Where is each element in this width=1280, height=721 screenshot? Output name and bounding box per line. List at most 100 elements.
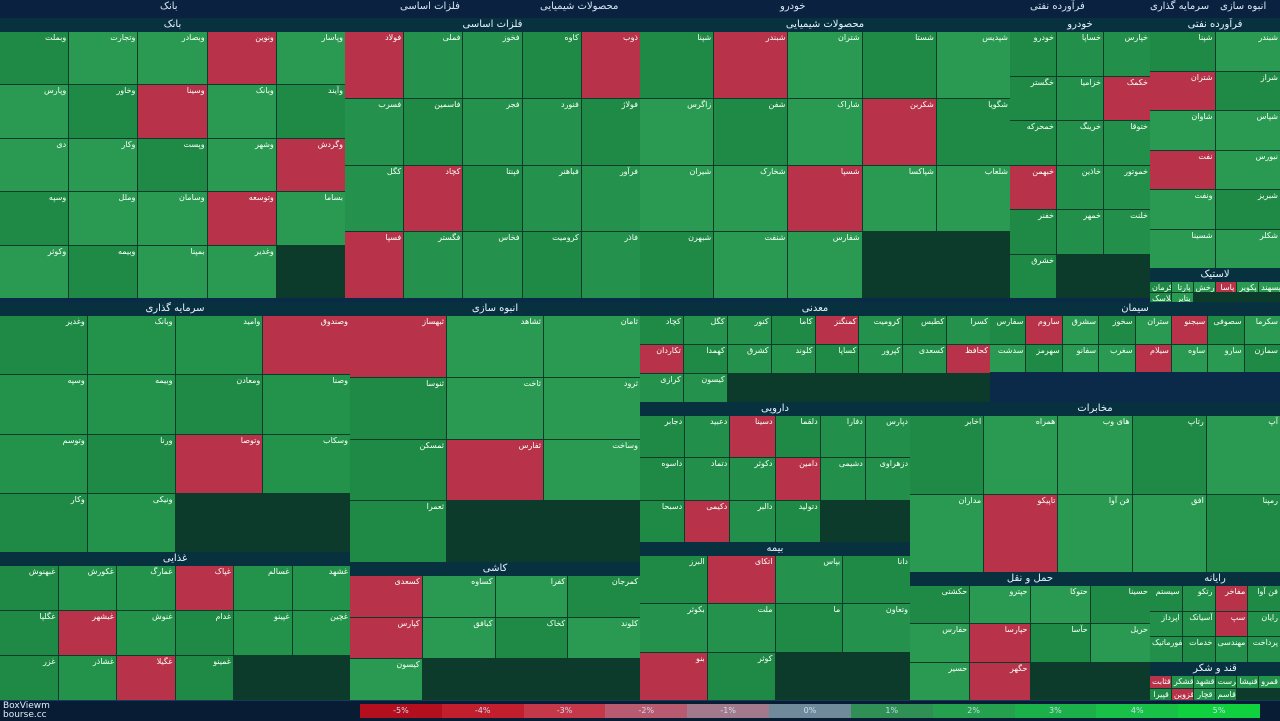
- stock-tile[interactable]: زاگرس: [640, 99, 713, 165]
- stock-tile[interactable]: شسینا: [1150, 230, 1215, 269]
- stock-tile[interactable]: نفت: [1150, 151, 1215, 190]
- stock-tile[interactable]: شپنا: [1150, 32, 1215, 71]
- stock-tile[interactable]: رتاپ: [1133, 416, 1206, 494]
- stock-tile[interactable]: غدام: [176, 611, 234, 655]
- stock-tile[interactable]: ثعمرا: [350, 501, 446, 562]
- stock-tile[interactable]: همراه: [984, 416, 1057, 494]
- stock-tile[interactable]: وبصادر: [138, 32, 206, 84]
- stock-tile[interactable]: کفرا: [496, 576, 568, 617]
- stock-tile[interactable]: فخوز: [463, 32, 521, 98]
- stock-tile[interactable]: کرازی: [640, 374, 683, 402]
- stock-tile[interactable]: دالبر: [730, 501, 774, 542]
- stock-tile[interactable]: فن آوا: [1248, 586, 1280, 611]
- stock-tile[interactable]: شستا: [863, 32, 936, 98]
- stock-tile[interactable]: خزامیا: [1057, 77, 1103, 121]
- stock-tile[interactable]: ثرود: [544, 378, 640, 439]
- stock-tile[interactable]: پاسا: [1216, 282, 1237, 292]
- stock-tile[interactable]: نبورس: [1216, 151, 1280, 190]
- stock-tile[interactable]: بنو: [640, 653, 707, 700]
- sector[interactable]: لاستیکپکرمانپارتاپدرخشپاساپکویرپسهندپلاس…: [1150, 268, 1280, 302]
- stock-tile[interactable]: وخاور: [69, 85, 137, 137]
- stock-tile[interactable]: سارو: [1208, 345, 1243, 373]
- stock-tile[interactable]: قزوین: [1172, 689, 1193, 701]
- stock-tile[interactable]: کلوند: [772, 345, 815, 373]
- stock-tile[interactable]: وپست: [138, 139, 206, 191]
- stock-tile[interactable]: سشرق: [1063, 316, 1098, 344]
- stock-tile[interactable]: سفارس: [990, 316, 1025, 344]
- stock-tile[interactable]: ثاخت: [447, 378, 543, 439]
- stock-tile[interactable]: شفن: [714, 99, 787, 165]
- stock-tile[interactable]: غچین: [293, 611, 351, 655]
- stock-tile[interactable]: حپارسا: [970, 624, 1029, 661]
- stock-tile[interactable]: کمنگنز: [816, 316, 859, 344]
- stock-tile[interactable]: سخوز: [1099, 316, 1134, 344]
- stock-tile[interactable]: تکاردان: [640, 345, 683, 373]
- stock-tile[interactable]: وسینا: [138, 85, 206, 137]
- stock-tile[interactable]: کساوه: [423, 576, 495, 617]
- stock-tile[interactable]: دکیمی: [685, 501, 729, 542]
- stock-tile[interactable]: کگل: [684, 316, 727, 344]
- stock-tile[interactable]: کساپا: [816, 345, 859, 373]
- stock-tile[interactable]: ثنوسا: [350, 378, 446, 439]
- stock-tile[interactable]: شاوان: [1150, 111, 1215, 150]
- stock-tile[interactable]: وسپه: [0, 375, 87, 433]
- stock-tile[interactable]: وپاسار: [277, 32, 345, 84]
- stock-tile[interactable]: پارتا: [1172, 282, 1193, 292]
- stock-tile[interactable]: وغدیر: [0, 316, 87, 374]
- stock-tile[interactable]: بساما: [277, 192, 345, 244]
- stock-tile[interactable]: سغرب: [1099, 345, 1134, 373]
- stock-tile[interactable]: ونفت: [1150, 190, 1215, 229]
- stock-tile[interactable]: فولاژ: [582, 99, 640, 165]
- stock-tile[interactable]: ثامان: [544, 316, 640, 377]
- stock-tile[interactable]: حپترو: [970, 586, 1029, 623]
- stock-tile[interactable]: کنور: [728, 316, 771, 344]
- stock-tile[interactable]: غسالم: [234, 566, 292, 610]
- stock-tile[interactable]: خدمات: [1183, 637, 1215, 662]
- stock-tile[interactable]: شگویا: [937, 99, 1010, 165]
- stock-tile[interactable]: شکلر: [1216, 230, 1280, 269]
- stock-tile[interactable]: ثفارس: [447, 440, 543, 501]
- stock-tile[interactable]: غبهنوش: [0, 566, 58, 610]
- stock-tile[interactable]: خساپا: [1057, 32, 1103, 76]
- stock-tile[interactable]: کاما: [772, 316, 815, 344]
- stock-tile[interactable]: اتکای: [708, 556, 775, 603]
- stock-tile[interactable]: وبانک: [88, 316, 175, 374]
- stock-tile[interactable]: های وب: [1058, 416, 1131, 494]
- stock-tile[interactable]: ساوه: [1172, 345, 1207, 373]
- stock-tile[interactable]: دتولید: [776, 501, 820, 542]
- stock-tile[interactable]: سفانو: [1063, 345, 1098, 373]
- stock-tile[interactable]: پکرمان: [1150, 282, 1171, 292]
- stock-tile[interactable]: سمازن: [1245, 345, 1280, 373]
- stock-tile[interactable]: دجابر: [640, 416, 684, 457]
- stock-tile[interactable]: دعبید: [685, 416, 729, 457]
- stock-tile[interactable]: ساروم: [1026, 316, 1061, 344]
- stock-tile[interactable]: مهندسی: [1216, 637, 1248, 662]
- stock-tile[interactable]: فملی: [404, 32, 462, 98]
- stock-tile[interactable]: کیسون: [350, 659, 422, 700]
- stock-tile[interactable]: آپ: [1207, 416, 1280, 494]
- stock-tile[interactable]: دزهراوی: [866, 458, 910, 499]
- stock-tile[interactable]: دسینا: [730, 416, 774, 457]
- stock-tile[interactable]: وتجارت: [69, 32, 137, 84]
- stock-tile[interactable]: وتوسعه: [208, 192, 276, 244]
- stock-tile[interactable]: تاپیکو: [984, 495, 1057, 573]
- stock-tile[interactable]: ذوب: [582, 32, 640, 98]
- stock-tile[interactable]: سبجنو: [1172, 316, 1207, 344]
- stock-tile[interactable]: وکار: [69, 139, 137, 191]
- stock-tile[interactable]: ختوقا: [1104, 121, 1150, 165]
- stock-tile[interactable]: پرداخت: [1248, 637, 1280, 662]
- stock-tile[interactable]: پلاسک: [1150, 293, 1171, 303]
- stock-tile[interactable]: کاوه: [523, 32, 581, 98]
- stock-tile[interactable]: بمپنا: [138, 246, 206, 298]
- stock-tile[interactable]: اخابر: [910, 416, 983, 494]
- stock-tile[interactable]: قپیرا: [1150, 689, 1171, 701]
- stock-tile[interactable]: خرینگ: [1057, 121, 1103, 165]
- stock-tile[interactable]: فسپا: [345, 232, 403, 298]
- stock-tile[interactable]: وغدیر: [208, 246, 276, 298]
- stock-tile[interactable]: کهمدا: [684, 345, 727, 373]
